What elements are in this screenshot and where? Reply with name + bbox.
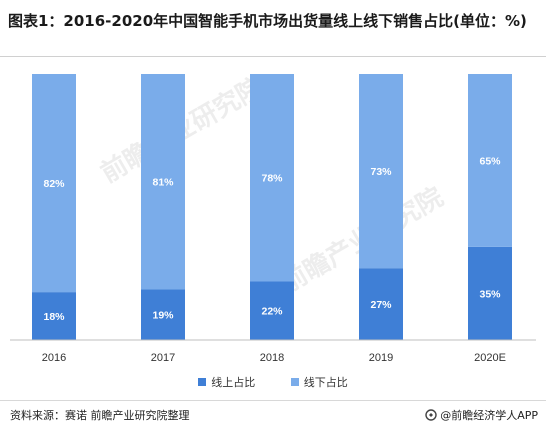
data-label-offline-2020E: 65% (479, 155, 501, 167)
bar-online-2020E (468, 246, 512, 340)
legend-label-online: 线上占比 (211, 376, 256, 389)
data-label-offline-2019: 73% (370, 166, 392, 178)
footer-divider (0, 400, 546, 401)
bar-layer: 18% 82% 19% 81% 22% 78% 27% 73% 35% 65% (32, 74, 512, 340)
brand-credit: @前瞻经济学人APP (425, 407, 538, 423)
legend-swatch-online (198, 378, 207, 386)
bar-offline-2017 (141, 74, 185, 290)
brand-label: @前瞻经济学人APP (440, 409, 538, 422)
bar-online-2019 (359, 268, 403, 340)
bar-offline-2020E (468, 74, 512, 247)
x-tick-label-2017: 2017 (151, 352, 175, 364)
data-label-online-2019: 27% (370, 299, 392, 311)
data-label-offline-2018: 78% (261, 173, 283, 185)
x-tick-layer: 2016 2017 2018 2019 2020E (42, 352, 506, 364)
x-tick-label-2020E: 2020E (474, 352, 506, 364)
x-tick-label-2019: 2019 (369, 352, 393, 364)
legend-label-offline: 线下占比 (303, 376, 348, 389)
data-label-online-2017: 19% (152, 310, 174, 322)
stacked-bar-chart: 18%82%19%81%22%78%27%73%35%65% 2016 2017 2… (10, 74, 536, 364)
x-tick-label-2018: 2018 (260, 352, 284, 364)
legend-swatch-offline (290, 378, 299, 386)
chart-title: 图表1：2016-2020年中国智能手机市场出货量线上线下销售占比(单位：%) (8, 12, 527, 30)
legend-item-online: 线上占比 (198, 374, 255, 390)
bar-online-2017 (141, 289, 185, 340)
bar-offline-2016 (32, 74, 76, 293)
x-tick-label-2016: 2016 (42, 352, 66, 364)
bar-offline-2018 (250, 74, 294, 282)
bar-online-2016 (32, 292, 76, 340)
bar-online-2018 (250, 281, 294, 340)
title-divider (0, 56, 546, 57)
source-note: 资料来源：赛诺 前瞻产业研究院整理 (10, 409, 190, 422)
data-label-online-2018: 22% (261, 306, 283, 318)
data-label-offline-2016: 82% (43, 178, 65, 190)
legend-item-offline: 线下占比 (290, 374, 348, 390)
qianzhan-logo-icon (425, 409, 437, 421)
data-label-online-2020E: 35% (479, 288, 501, 300)
chart-legend: 线上占比 线下占比 (0, 374, 546, 390)
data-label-online-2016: 18% (43, 311, 65, 323)
bar-offline-2019 (359, 74, 403, 269)
data-label-offline-2017: 81% (152, 177, 174, 189)
